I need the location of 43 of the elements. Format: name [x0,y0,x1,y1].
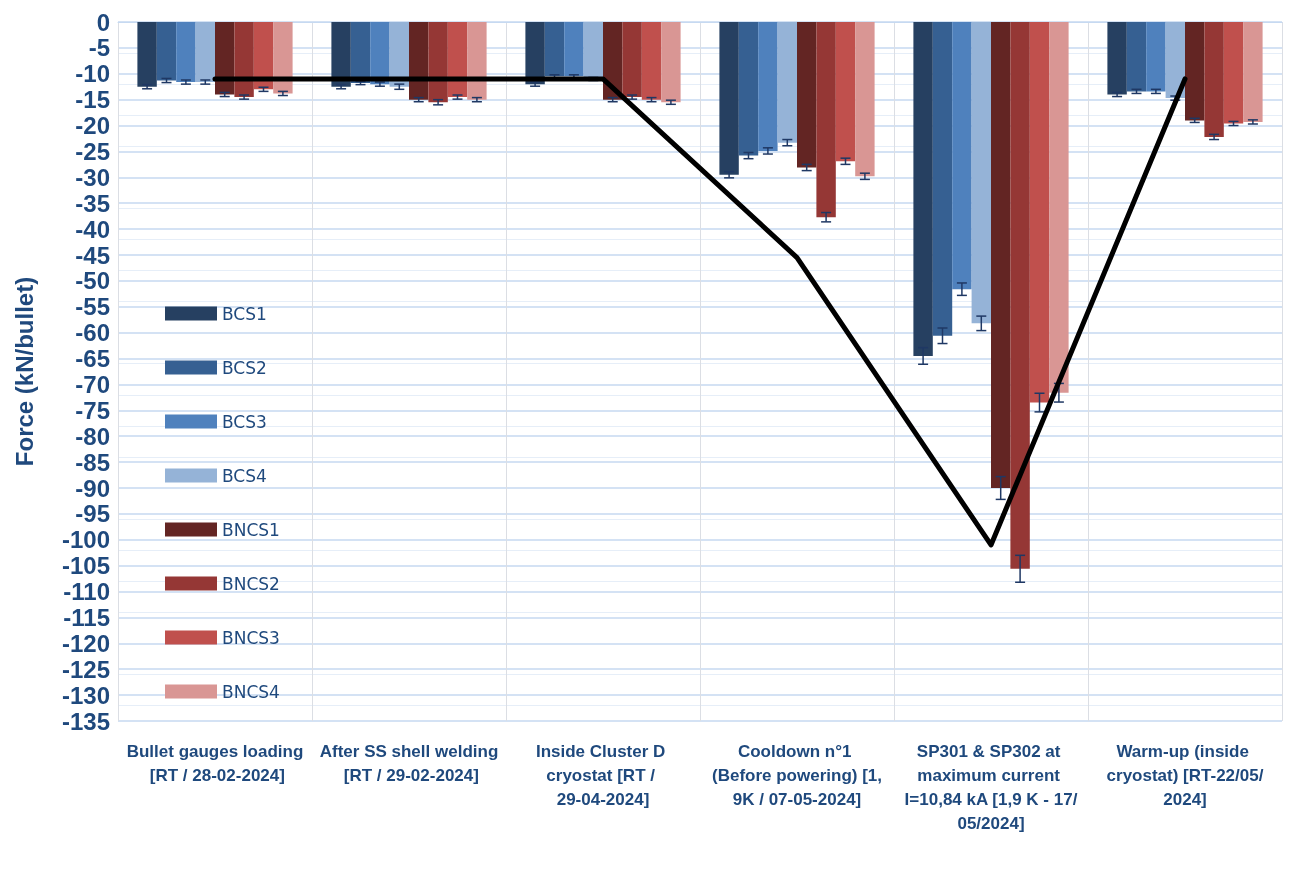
legend-label: BNCS3 [222,627,280,648]
y-tick-label: -110 [63,578,110,606]
y-tick-label: -100 [61,526,110,554]
y-tick-label: -20 [75,112,110,140]
y-tick-label: -60 [75,319,110,347]
legend-label: BCS2 [222,357,267,378]
y-tick-label: -95 [75,500,110,528]
y-axis-title: Force (kN/bullet) [10,276,38,467]
legend-label: BNCS1 [222,519,280,540]
x-tick-label: Cooldown n°1 (Before powering) [1,9K / 07-05-2024] [711,741,883,809]
x-tick-label: After SS shell welding [RT / 29-02-2024] [319,741,499,785]
y-tick-label: -80 [75,422,110,450]
y-tick-label: -105 [61,552,110,580]
y-tick-label: -40 [75,215,110,243]
y-tick-label: -25 [75,137,110,165]
x-tick-label: Warm-up (inside cryostat) [RT-22/05/2024] [1106,741,1264,809]
y-tick-label: -135 [61,707,110,735]
legend-label: BCS3 [222,411,267,432]
y-tick-label: -90 [75,474,110,502]
y-tick-label: -115 [63,603,110,631]
y-tick-label: -70 [75,370,110,398]
y-tick-label: -45 [75,241,110,269]
x-tick-label: Bullet gauges loading [RT / 28-02-2024] [126,741,304,785]
y-tick-label: -30 [75,163,110,191]
y-tick-label: -35 [75,189,110,217]
y-tick-label: -85 [75,448,110,476]
y-tick-label: -10 [75,60,110,88]
legend-label: BNCS2 [222,573,280,594]
y-tick-label: -120 [61,629,110,657]
y-tick-label: -75 [75,396,110,424]
y-tick-label: -5 [88,34,110,62]
x-tick-label: Inside Cluster D cryostat [RT / 29-04-2024] [535,741,671,809]
y-tick-label: -125 [61,655,110,683]
legend-label: BNCS4 [222,681,280,702]
legend-label: BCS1 [222,303,267,324]
y-tick-label: -50 [75,267,110,295]
y-tick-label: -55 [75,293,110,321]
x-tick-label: SP301 & SP302 at maximum current I=10,84 kA [1,9 K - 17/05/2024] [904,741,1078,833]
y-tick-label: 0 [96,8,110,36]
y-tick-label: -65 [75,345,110,373]
legend-label: BCS4 [222,465,267,486]
y-tick-label: -130 [61,681,110,709]
y-tick-label: -15 [75,86,110,114]
